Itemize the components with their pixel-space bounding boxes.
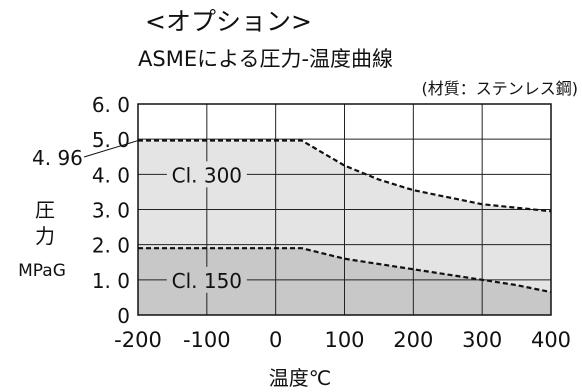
- x-axis-label: 温度℃: [269, 366, 331, 390]
- x-tick-label: -200: [114, 328, 162, 352]
- x-tick-label: -100: [183, 328, 231, 352]
- series-label-1: Cl. 150: [172, 269, 242, 293]
- series-line-1: [138, 247, 552, 294]
- y-tick-label: 3. 0: [92, 199, 130, 223]
- options-heading: <オプション>: [145, 7, 312, 36]
- y-tick-label: 1. 0: [92, 269, 130, 293]
- y-tick-label: 5. 0: [92, 128, 130, 152]
- y-tick-label: 0: [117, 304, 130, 328]
- series-label-bg: [166, 266, 247, 293]
- x-tick-label: 0: [269, 328, 282, 352]
- chart-subtitle: (材質：ステンレス鋼): [422, 79, 579, 98]
- y-tick-label: 4. 0: [92, 163, 130, 187]
- annotation-leader: [83, 140, 139, 158]
- y-axis-label-line: 圧: [35, 198, 55, 222]
- chart-title: ASMEによる圧力-温度曲線: [138, 47, 393, 71]
- x-tick-label: 400: [531, 328, 571, 352]
- series-label-bg: [166, 161, 247, 188]
- series-line-0: [138, 139, 552, 213]
- y-axis-label: 圧力 MPaG: [18, 198, 66, 281]
- y-axis-label-line: 力: [35, 224, 55, 248]
- plot-frame: [137, 103, 552, 316]
- plot-area: Cl. 300 Cl. 150 0 1. 0 2. 0 3. 0 4. 0 5. 0 6. 0 -…: [32, 93, 571, 352]
- annotation-label: 4. 96: [32, 146, 83, 170]
- x-tick-label: 100: [324, 328, 364, 352]
- series-label-0: Cl. 300: [172, 163, 242, 187]
- y-tick-label: 6. 0: [92, 93, 130, 117]
- x-tick-label: 200: [393, 328, 433, 352]
- y-tick-label: 2. 0: [92, 234, 130, 258]
- y-axis-label-line: MPaG: [18, 261, 66, 281]
- x-tick-label: 300: [462, 328, 502, 352]
